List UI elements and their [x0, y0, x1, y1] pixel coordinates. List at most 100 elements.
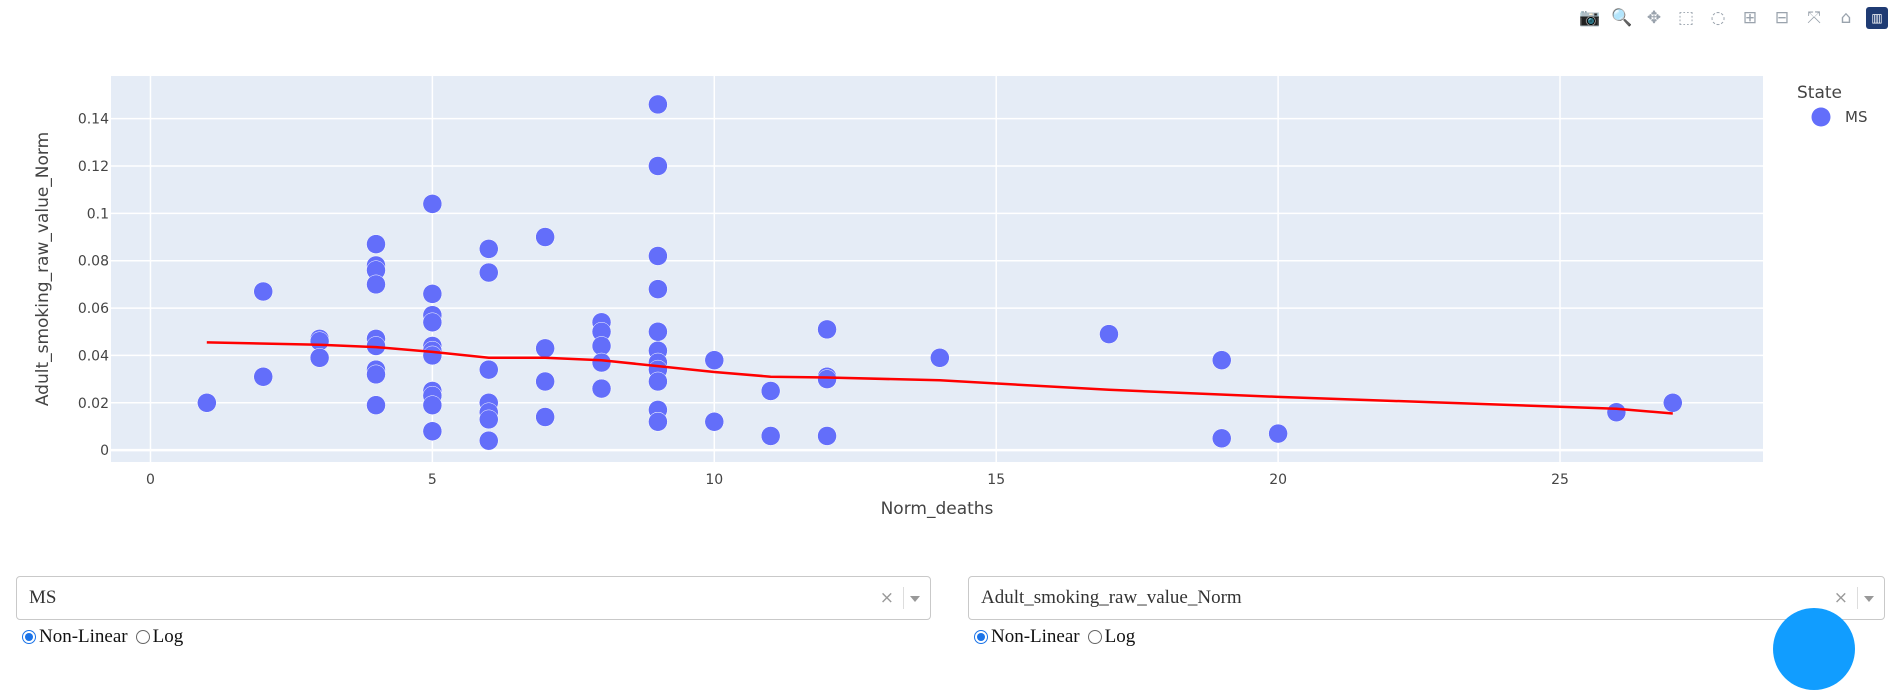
data-point — [479, 359, 499, 380]
data-point — [817, 319, 837, 340]
y-log-radio[interactable] — [1087, 630, 1102, 644]
y-tick-label: 0 — [100, 443, 109, 459]
data-point — [1606, 402, 1627, 423]
x-log-radio[interactable] — [135, 630, 150, 644]
legend-title: State — [1797, 83, 1842, 103]
data-point — [591, 378, 612, 399]
data-point — [309, 348, 330, 368]
data-point — [1211, 428, 1232, 449]
data-point — [648, 411, 668, 432]
data-point — [535, 338, 555, 359]
x-tick-label: 25 — [1551, 472, 1569, 488]
x-tick-label: 15 — [987, 472, 1005, 488]
zoom-out-icon[interactable]: ⊟ — [1774, 8, 1790, 28]
data-point — [422, 194, 443, 214]
data-point — [479, 409, 499, 430]
state-dropdown[interactable]: MS × — [16, 576, 931, 620]
data-point — [366, 234, 386, 254]
data-point — [591, 336, 612, 356]
data-point — [366, 395, 386, 415]
data-point — [479, 239, 499, 259]
data-point — [648, 279, 668, 299]
data-point — [704, 350, 725, 370]
data-point — [535, 227, 555, 247]
x-log-label: Log — [152, 626, 184, 647]
y-tick-label: 0.08 — [78, 254, 109, 270]
variable-dropdown-value: Adult_smoking_raw_value_Norm — [981, 587, 1242, 608]
x-tick-label: 10 — [705, 472, 723, 488]
clear-icon[interactable]: × — [1833, 588, 1848, 608]
dropdown-separator — [1857, 587, 1858, 609]
y-tick-label: 0.14 — [78, 112, 109, 128]
data-point — [648, 246, 668, 266]
data-point — [930, 348, 950, 368]
box-select-icon[interactable]: ⬚ — [1677, 8, 1695, 28]
data-point — [253, 281, 273, 302]
zoom-in-icon[interactable]: ⊞ — [1742, 8, 1758, 28]
x-tick-label: 5 — [428, 472, 437, 488]
y-tick-label: 0.02 — [78, 396, 109, 412]
data-point — [479, 430, 499, 451]
y-tick-label: 0.12 — [78, 159, 109, 175]
data-point — [309, 331, 330, 351]
data-point — [253, 366, 273, 387]
plotly-logo-icon[interactable]: ▥ — [1866, 7, 1888, 29]
data-point — [197, 393, 217, 413]
state-dropdown-value: MS — [29, 587, 57, 608]
data-point — [422, 284, 443, 304]
plot-background — [111, 76, 1763, 462]
data-point — [366, 364, 386, 385]
data-point — [422, 312, 443, 333]
lasso-select-icon[interactable]: ◌ — [1710, 8, 1726, 28]
floating-action-button[interactable] — [1773, 608, 1855, 690]
y-scale-radio-group: Non-Linear Log — [970, 626, 1139, 648]
legend-marker — [1811, 107, 1831, 127]
data-point — [1268, 423, 1288, 444]
data-point — [535, 371, 555, 392]
autoscale-icon[interactable]: ⤧ — [1807, 8, 1821, 28]
data-point — [422, 421, 443, 441]
chevron-down-icon[interactable] — [910, 596, 920, 602]
variable-dropdown[interactable]: Adult_smoking_raw_value_Norm × — [968, 576, 1885, 620]
clear-icon[interactable]: × — [879, 588, 894, 608]
data-point — [648, 371, 668, 392]
y-tick-label: 0.1 — [87, 206, 109, 222]
trend-line — [206, 341, 1673, 415]
data-point — [422, 395, 443, 415]
data-point — [648, 94, 668, 115]
pan-icon[interactable]: ✥ — [1646, 8, 1662, 28]
data-point — [817, 426, 837, 446]
x-tick-label: 20 — [1269, 472, 1287, 488]
data-point — [648, 156, 668, 176]
data-point — [366, 274, 386, 295]
x-scale-radio-group: Non-Linear Log — [18, 626, 187, 648]
data-point — [1211, 350, 1232, 370]
data-point — [760, 381, 781, 401]
dropdown-separator — [903, 587, 904, 609]
modebar: 📷 🔍 ✥ ⬚ ◌ ⊞ ⊟ ⤧ ⌂ ▥ — [1578, 6, 1888, 30]
chevron-down-icon[interactable] — [1864, 596, 1874, 602]
data-point — [535, 407, 555, 427]
y-axis-title: Adult_smoking_raw_value_Norm — [33, 132, 53, 406]
zoom-icon[interactable]: 🔍 — [1611, 8, 1633, 28]
data-point — [760, 426, 781, 446]
x-nonlinear-label: Non-Linear — [39, 626, 128, 647]
y-nonlinear-radio[interactable] — [974, 630, 988, 644]
x-tick-label: 0 — [146, 472, 155, 488]
data-point — [422, 345, 443, 366]
x-nonlinear-radio[interactable] — [22, 630, 36, 644]
y-log-label: Log — [1104, 626, 1136, 647]
data-point — [704, 411, 725, 432]
y-nonlinear-label: Non-Linear — [991, 626, 1080, 647]
y-tick-label: 0.06 — [78, 301, 109, 317]
y-tick-label: 0.04 — [78, 348, 109, 364]
data-point — [479, 262, 499, 283]
data-point — [591, 352, 612, 373]
legend-entry-label: MS — [1845, 108, 1867, 126]
reset-axes-icon[interactable]: ⌂ — [1840, 8, 1852, 28]
data-point — [817, 369, 837, 389]
scatter-chart[interactable]: 0 5 10 15 20 25 0 0.02 0.04 0.06 0.08 0.1 0.12 0.14 No… — [0, 0, 1898, 560]
camera-icon[interactable]: 📷 — [1579, 8, 1601, 28]
data-point — [1663, 393, 1683, 413]
data-point — [1099, 324, 1119, 344]
